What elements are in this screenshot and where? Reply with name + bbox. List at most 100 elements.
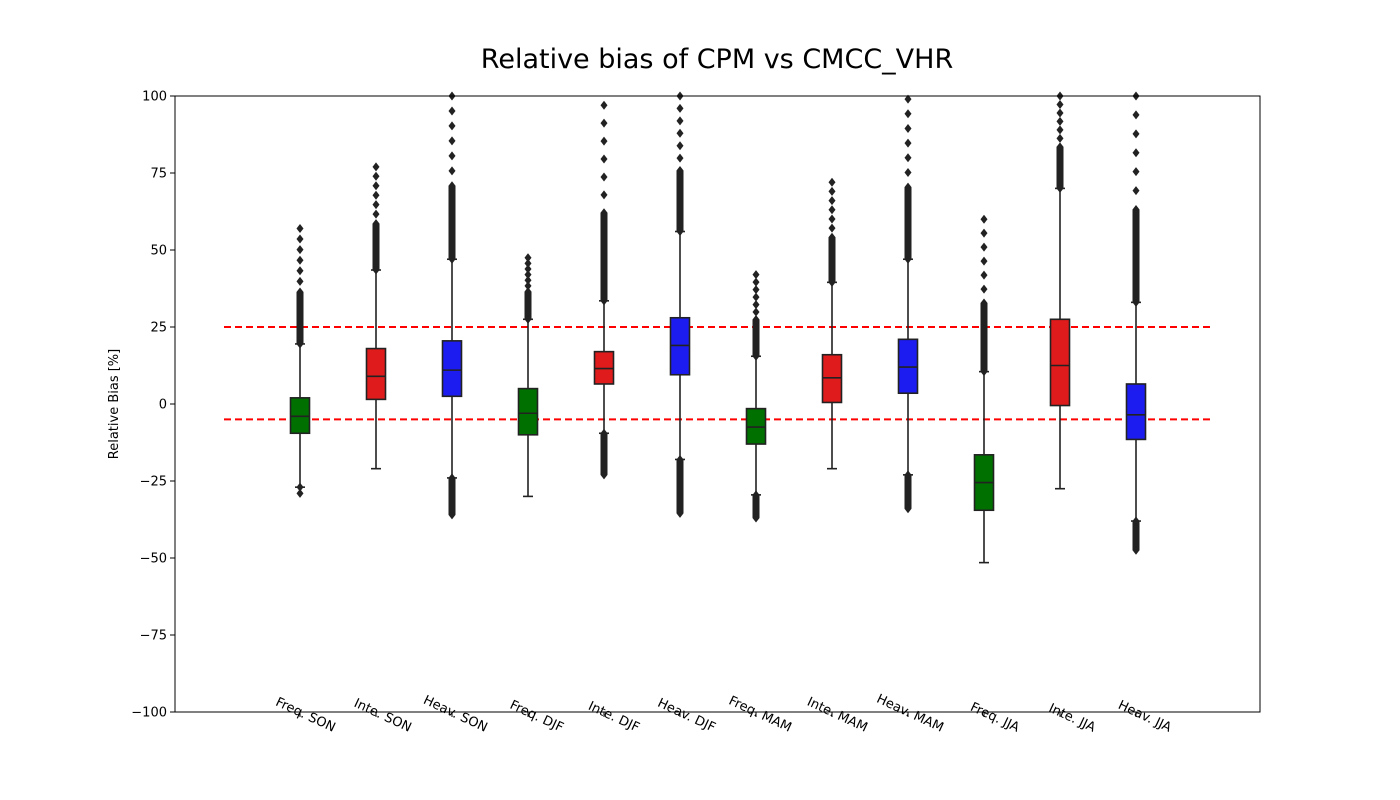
x-tick-label: Heav. MAM xyxy=(874,692,946,736)
outlier-point xyxy=(752,513,760,523)
y-tick-label: −100 xyxy=(131,706,167,721)
outlier-point xyxy=(448,510,456,520)
outlier-point xyxy=(1132,204,1140,214)
outlier-cluster xyxy=(752,319,760,357)
box-iqr xyxy=(1125,383,1147,441)
x-tick-label: Inte. SON xyxy=(351,696,413,736)
outlier-cluster xyxy=(980,303,988,372)
outlier-point xyxy=(296,339,304,349)
outlier-point xyxy=(828,214,836,224)
axes-frame xyxy=(174,95,1261,713)
y-tick-label: 75 xyxy=(150,167,167,182)
x-tick-label: Freq. JJA xyxy=(968,700,1022,736)
outlier-point xyxy=(1132,297,1140,307)
outlier-point xyxy=(980,367,988,377)
outlier-point xyxy=(828,177,836,187)
outlier-point xyxy=(524,287,532,297)
outlier-point xyxy=(524,253,532,263)
outlier-point xyxy=(676,454,684,464)
outlier-point xyxy=(676,153,684,163)
outlier-point xyxy=(1056,125,1064,135)
outlier-point xyxy=(296,255,304,265)
outlier-point xyxy=(372,171,380,181)
outlier-cluster xyxy=(296,291,304,344)
outlier-point xyxy=(296,245,304,255)
outlier-cluster xyxy=(1056,146,1064,189)
outlier-point xyxy=(296,234,304,244)
outlier-cluster xyxy=(1132,521,1140,551)
outlier-point xyxy=(980,242,988,252)
outlier-point xyxy=(752,300,760,310)
outlier-point xyxy=(372,181,380,191)
outlier-point xyxy=(1132,545,1140,555)
x-tick-label: Heav. JJA xyxy=(1116,698,1174,736)
box-iqr xyxy=(441,340,463,398)
x-tick-label: Freq. MAM xyxy=(726,694,793,736)
outlier-point xyxy=(448,473,456,483)
outlier-point xyxy=(904,123,912,133)
outlier-point xyxy=(600,136,608,146)
plot-area: −100 −75 −50 −25 0 25 50 75 100 Freq. SON Inte. SO… xyxy=(131,90,1261,736)
outlier-point xyxy=(296,482,304,492)
outlier-point xyxy=(904,153,912,163)
outlier-point xyxy=(676,116,684,126)
outlier-point xyxy=(600,470,608,480)
outlier-point xyxy=(752,315,760,325)
outlier-cluster xyxy=(676,170,684,232)
box-iqr xyxy=(365,347,387,401)
outlier-point xyxy=(296,287,304,297)
outlier-point xyxy=(600,154,608,164)
y-tick-label: −75 xyxy=(140,629,167,644)
outlier-point xyxy=(752,307,760,317)
outlier-point xyxy=(828,186,836,196)
outlier-cluster xyxy=(600,433,608,475)
outlier-point xyxy=(828,205,836,215)
outlier-point xyxy=(752,285,760,295)
outlier-point xyxy=(600,190,608,200)
outlier-cluster xyxy=(752,494,760,518)
outlier-point xyxy=(904,167,912,177)
y-tick-label: 25 xyxy=(150,321,167,336)
outlier-point xyxy=(296,266,304,276)
outlier-point xyxy=(600,428,608,438)
box-iqr xyxy=(1049,318,1071,407)
outlier-point xyxy=(448,136,456,146)
outlier-point xyxy=(676,103,684,113)
outlier-point xyxy=(1132,167,1140,177)
outlier-point xyxy=(676,508,684,518)
outlier-point xyxy=(828,223,836,233)
outlier-point xyxy=(448,121,456,131)
outlier-point xyxy=(828,277,836,287)
outlier-point xyxy=(296,488,304,498)
outlier-cluster xyxy=(524,291,532,320)
outlier-point xyxy=(980,256,988,266)
outlier-point xyxy=(296,276,304,286)
y-tick-label: −50 xyxy=(140,552,167,567)
outlier-cluster xyxy=(1132,209,1140,303)
outlier-point xyxy=(980,284,988,294)
outlier-point xyxy=(1132,129,1140,139)
outlier-point xyxy=(448,106,456,116)
x-tick-label: Heav. SON xyxy=(421,693,490,736)
outlier-point xyxy=(752,270,760,280)
outlier-cluster xyxy=(600,212,608,301)
outlier-point xyxy=(524,270,532,280)
outlier-cluster xyxy=(904,474,912,509)
outlier-point xyxy=(600,100,608,110)
outlier-point xyxy=(980,228,988,238)
outlier-point xyxy=(600,208,608,218)
y-tick-label: 100 xyxy=(142,90,167,105)
outlier-point xyxy=(980,214,988,224)
x-tick-label: Inte. DJF xyxy=(586,699,642,736)
outlier-point xyxy=(372,219,380,229)
outlier-point xyxy=(372,209,380,219)
outlier-point xyxy=(448,151,456,161)
outlier-point xyxy=(752,351,760,361)
outlier-point xyxy=(752,292,760,302)
x-tick-label: Heav. DJF xyxy=(655,696,718,736)
outlier-point xyxy=(1056,142,1064,152)
y-tick-label: 50 xyxy=(150,244,167,259)
outlier-point xyxy=(1132,186,1140,196)
outlier-point xyxy=(600,296,608,306)
outlier-point xyxy=(1056,99,1064,109)
